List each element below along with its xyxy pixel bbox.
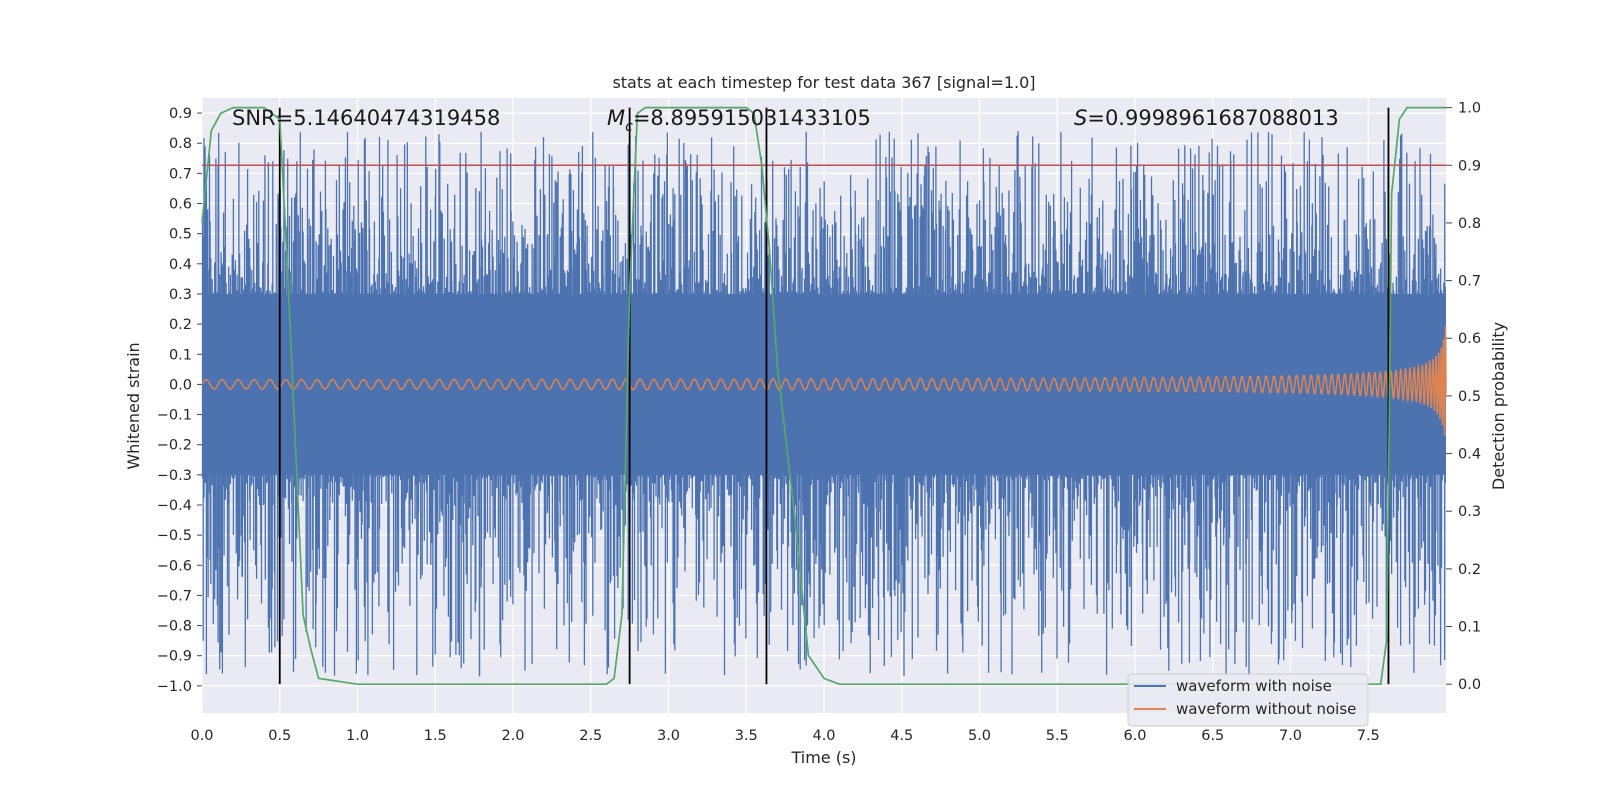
legend-label-without-noise: waveform without noise	[1176, 700, 1356, 718]
y-tick-label: 0.1	[169, 347, 192, 363]
x-tick-label: 4.5	[890, 728, 913, 744]
y2-tick-label: 0.2	[1458, 562, 1481, 578]
vertical-marker-lines	[278, 107, 1390, 685]
snr-annotation: SNR=5.14640474319458	[232, 106, 500, 130]
legend-box	[1127, 673, 1369, 727]
y-tick-label: 0.9	[169, 106, 192, 122]
x-tick-label: 2.0	[501, 728, 524, 744]
x-tick-label: 4.0	[812, 728, 835, 744]
x-tick-label: 6.0	[1123, 728, 1146, 744]
y2-tick-label: 0.0	[1458, 677, 1481, 693]
series-waveform-with-noise	[201, 131, 1446, 677]
y-tick-label: 0.7	[169, 166, 192, 182]
y-tick-label: −0.3	[157, 468, 192, 484]
y-tick-label: −0.2	[157, 438, 192, 454]
y-tick-label: −0.7	[157, 588, 192, 604]
y2-tick-label: 0.1	[1458, 620, 1481, 636]
y2-tick-label: 0.8	[1458, 216, 1481, 232]
y-tick-label: 0.3	[169, 287, 192, 303]
legend-label-with-noise: waveform with noise	[1176, 677, 1332, 695]
y-tick-label: −0.4	[157, 498, 192, 514]
score-value: =0.9998961687088013	[1087, 106, 1338, 130]
x-tick-label: 2.5	[579, 728, 602, 744]
legend: waveform with noise waveform without noi…	[1127, 673, 1369, 727]
y2-tick-label: 0.3	[1458, 504, 1481, 520]
y-tick-label: −0.9	[157, 649, 192, 665]
chirp-mass-value: =8.895915031433105	[633, 106, 871, 130]
x-tick-label: 0.5	[268, 728, 291, 744]
y2-tick-label: 0.4	[1458, 447, 1481, 463]
x-tick-label: 1.0	[346, 728, 369, 744]
y-tick-label: 0.0	[169, 377, 192, 393]
x-tick-label: 6.5	[1201, 728, 1224, 744]
chirp-mass-subscript: c	[625, 119, 633, 135]
x-tick-label: 3.5	[735, 728, 758, 744]
y2-axis-label: Detection probability	[1489, 322, 1508, 490]
x-tick-label: 0.0	[190, 728, 213, 744]
score-symbol: S	[1074, 106, 1087, 130]
x-axis-label: Time (s)	[790, 748, 856, 767]
chirp-mass-symbol: M	[607, 106, 625, 130]
chirp-mass-annotation: Mc=8.895915031433105	[607, 106, 871, 135]
y2-tick-label: 1.0	[1458, 101, 1481, 117]
x-axis-ticks: 0.0 0.5 1.0 1.5 2.0 2.5 3.0 3.5 4.0 4.5 5.0 5.5 6.0 6…	[190, 728, 1379, 744]
x-tick-label: 5.0	[968, 728, 991, 744]
y-tick-label: −0.1	[157, 408, 192, 424]
y-tick-label: 0.2	[169, 317, 192, 333]
y-axis-label: Whitened strain	[124, 342, 143, 469]
y2-tick-label: 0.6	[1458, 331, 1481, 347]
y-tick-label: 0.8	[169, 136, 192, 152]
score-annotation: S=0.9998961687088013	[1074, 106, 1339, 130]
y-axis-ticks: 0.9 0.8 0.7 0.6 0.5 0.4 0.3 0.2 0.1 0.0 −0.1 −0.2 −0…	[157, 106, 202, 695]
x-tick-label: 1.5	[424, 728, 447, 744]
y-tick-label: −0.6	[157, 558, 192, 574]
y-tick-label: 0.5	[169, 227, 192, 243]
y-tick-label: −0.5	[157, 528, 192, 544]
y-tick-label: −1.0	[157, 679, 192, 695]
series-waveform-without-noise	[201, 326, 1447, 436]
y2-axis-ticks: 1.0 0.9 0.8 0.7 0.6 0.5 0.4 0.3 0.2 0.1 0.0	[1446, 101, 1481, 693]
x-tick-label: 7.5	[1357, 728, 1380, 744]
y2-tick-label: 0.9	[1458, 158, 1481, 174]
x-tick-label: 5.5	[1046, 728, 1069, 744]
x-tick-label: 3.0	[657, 728, 680, 744]
y-tick-label: 0.4	[169, 257, 192, 273]
chirp-trace	[201, 326, 1447, 436]
y-tick-label: −0.8	[157, 619, 192, 635]
x-tick-label: 7.0	[1279, 728, 1302, 744]
y-tick-label: 0.6	[169, 197, 192, 213]
y2-tick-label: 0.7	[1458, 274, 1481, 290]
chart-title: stats at each timestep for test data 367…	[612, 73, 1035, 92]
y2-tick-label: 0.5	[1458, 389, 1481, 405]
